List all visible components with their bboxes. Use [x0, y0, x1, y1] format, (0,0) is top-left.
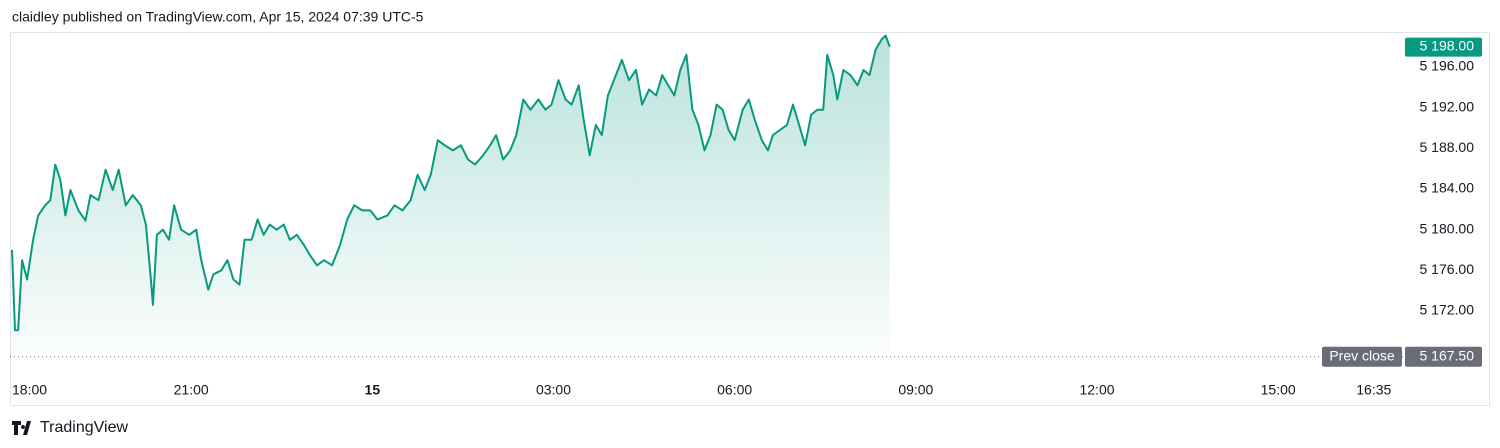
y-tick-label: 5 180.00 — [1420, 220, 1475, 236]
area-fill — [12, 35, 890, 352]
header-title: claidley published on TradingView.com, A… — [12, 9, 424, 25]
x-tick-label: 18:00 — [12, 382, 47, 398]
x-tick-label: 15:00 — [1261, 382, 1296, 398]
prev-close-name: Prev close — [1329, 347, 1395, 363]
brand: TradingView — [40, 419, 128, 436]
x-tick-label: 06:00 — [717, 382, 752, 398]
prev-close-name-badge — [1322, 346, 1402, 367]
y-tick-label: 5 196.00 — [1420, 58, 1475, 74]
x-tick-label: 16:35 — [1356, 382, 1391, 398]
prev-close-badge — [1405, 346, 1482, 367]
x-tick-label: 09:00 — [898, 382, 933, 398]
x-tick-label: 21:00 — [174, 382, 209, 398]
y-tick-label: 5 192.00 — [1420, 98, 1475, 114]
y-tick-label: 5 188.00 — [1420, 139, 1475, 155]
prev-close-label: 5 167.50 — [1420, 347, 1475, 363]
x-tick-label: 15 — [365, 382, 381, 398]
last-price-label: 5 198.00 — [1420, 37, 1475, 53]
y-tick-label: 5 184.00 — [1420, 180, 1475, 196]
logo — [12, 421, 31, 435]
price-line — [11, 34, 891, 332]
x-tick-label: 03:00 — [536, 382, 571, 398]
y-tick-label: 5 172.00 — [1420, 302, 1475, 318]
chart-frame — [10, 32, 1490, 406]
last-price-badge — [1405, 37, 1482, 57]
x-tick-label: 12:00 — [1079, 382, 1114, 398]
y-tick-label: 5 176.00 — [1420, 261, 1475, 277]
